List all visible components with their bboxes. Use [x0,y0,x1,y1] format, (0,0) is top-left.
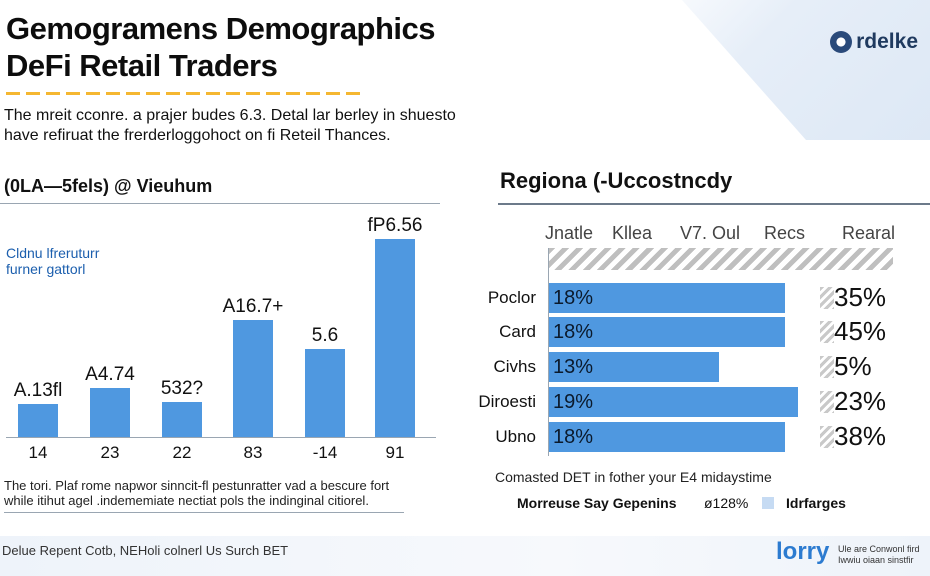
hatch-mark [820,287,834,309]
right-legend-swatch [762,497,774,509]
intro-text: The mreit cconre. a prajer budes 6.3. De… [4,106,494,146]
bar-data-label: A.13fl [13,379,63,401]
bar-5 [375,238,415,437]
legend-line: Cldnu lfreruturr [6,245,100,261]
row-label: Card [499,322,536,341]
bar-data-label: 5.6 [311,325,339,347]
brand-sub-line: Ule are Conwonl fird [838,544,920,554]
background-decoration-top [682,0,930,140]
bar-category-label: 14 [28,443,48,462]
logo-text: rdelke [856,30,918,53]
left-chart-legend: Cldnu lfreruturr furner gattorl [6,245,99,277]
logo: rdelke [830,30,918,54]
note-line: while itihut agel .indememiate nectiat p… [4,493,369,508]
bar-data-label: fP6.56 [367,214,423,236]
footer-source: Delue Repent Cotb, NEHoli colnerl Us Sur… [2,543,289,558]
column-head: Rearal [842,223,896,243]
bar-category-label: 23 [100,443,120,462]
right-chart-axis [548,248,549,456]
right-chart-title: Regiona (-Uccostncdy [500,168,733,193]
hatch-mark [820,356,834,378]
column-head: V7. Oul [680,223,741,243]
footer-brand-sub: Ule are Conwonl fird Iwwiu oiaan sinstfi… [838,544,928,566]
hatch-mark [820,426,834,448]
horizontal-bar: 19% [549,387,798,417]
left-chart-top-rule [0,203,440,204]
row-label: Poclor [487,288,536,307]
secondary-value: 5% [834,351,872,381]
column-head: Kllea [612,223,653,243]
horizontal-bar: 18% [549,317,785,347]
right-legend-swatch-label: Idrfarges [786,495,846,511]
hatch-mark [820,321,834,343]
row-label: Diroesti [478,392,536,411]
bar-3 [233,319,273,437]
horizontal-bar: 18% [549,422,785,452]
secondary-value: 35% [834,282,887,312]
background-decoration-bottom [0,536,930,576]
secondary-value: 23% [834,386,887,416]
bar-data-label: A16.7+ [222,295,284,317]
right-chart-top-rule [498,203,930,205]
bar-category-label: -14 [312,443,338,462]
note-line: The tori. Plaf rome napwor sinncit-fl pe… [4,478,390,493]
legend-line: furner gattorl [6,261,86,277]
bar-category-label: 91 [385,443,405,462]
secondary-value: 45% [834,316,887,346]
hatch-band [548,248,893,270]
bar-category-label: 22 [172,443,192,462]
bar-data-label: A4.74 [85,364,135,386]
secondary-value: 38% [834,421,887,451]
right-chart-caption: Comasted DET in fother your E4 midaystim… [495,469,772,485]
right-legend-value: ø128% [704,495,749,511]
left-note-rule [4,512,404,513]
row-label: Ubno [495,427,536,446]
title-underline [6,92,361,95]
horizontal-bar: 13% [549,352,720,382]
bar-0 [18,403,58,437]
bar-4 [305,349,345,437]
bar-data-label: 532? [160,377,204,399]
bar-category-label: 83 [243,443,263,462]
page-title-line2: DeFi Retail Traders [6,48,278,83]
right-legend-label: Morreuse Say Gepenins [517,495,677,511]
row-label: Civhs [493,357,536,376]
left-chart-note: The tori. Plaf rome napwor sinncit-fl pe… [4,478,436,508]
intro-line: have refiruat the frerderloggohoct on fi… [4,127,391,144]
left-chart-title: (0LA—5fels) @ Vieuhum [4,176,213,196]
brand-sub-line: Iwwiu oiaan sinstfir [838,555,914,565]
left-chart-baseline [6,437,436,438]
column-head: Jnatle [545,223,594,243]
intro-line: The mreit cconre. a prajer budes 6.3. De… [4,107,456,124]
column-head: Recs [764,223,806,243]
horizontal-bar: 18% [549,283,785,313]
hatch-mark [820,391,834,413]
logo-icon [830,31,853,53]
bar-2 [162,401,202,437]
page-title: Gemogramens Demographics DeFi Retail Tra… [6,10,436,84]
page-title-line1: Gemogramens Demographics [6,11,436,46]
footer-brand: lorry [776,538,830,565]
bar-1 [90,388,130,437]
